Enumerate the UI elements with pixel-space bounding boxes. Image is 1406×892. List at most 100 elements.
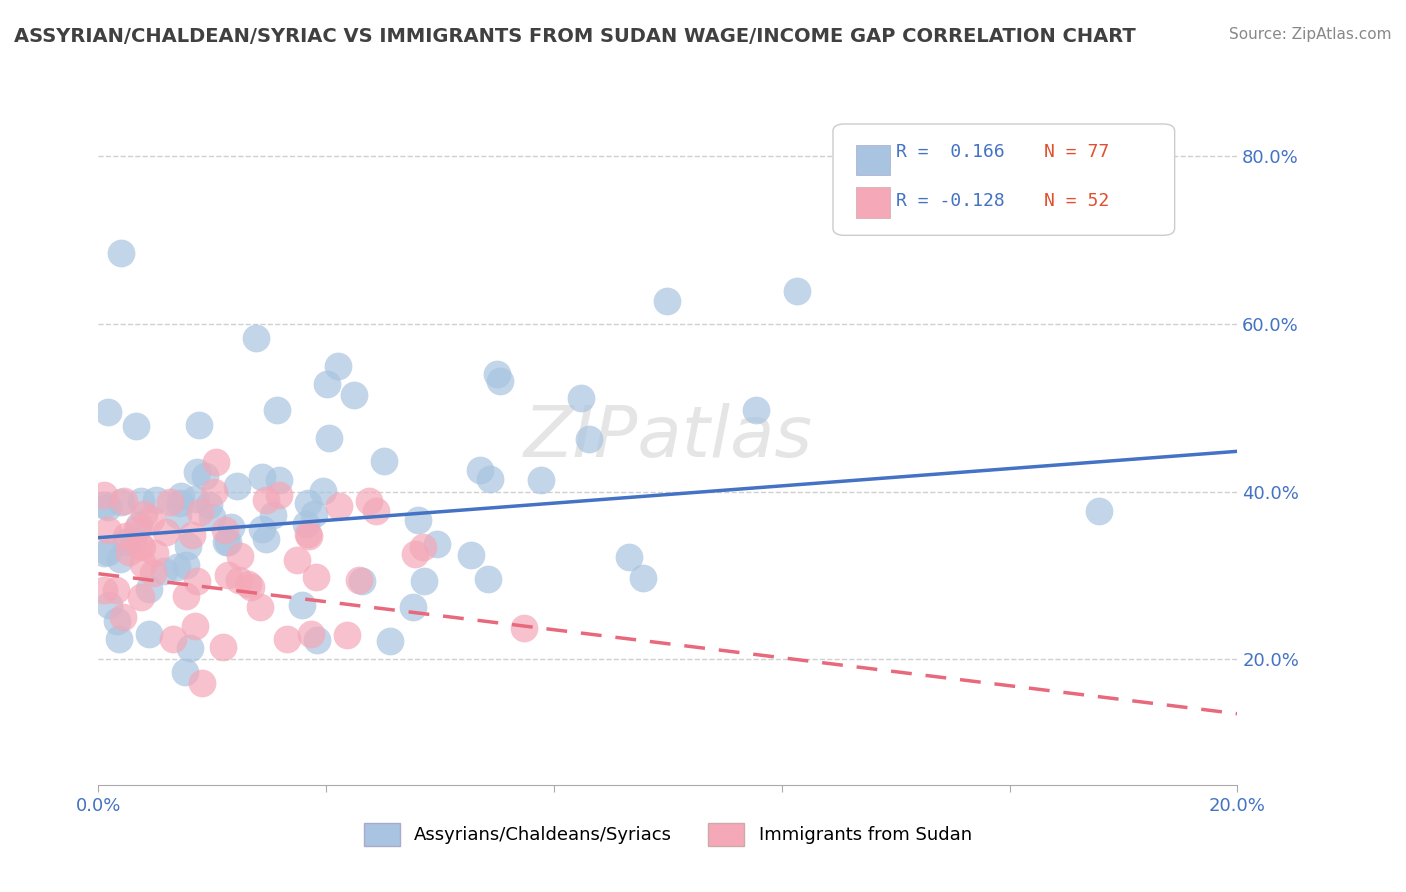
Assyrians/Chaldeans/Syriacs (343, 388, 366, 402)
Assyrians/Chaldeans/Syriacs (169, 496, 191, 510)
Assyrians/Chaldeans/Syriacs (252, 470, 274, 484)
Immigrants from Sudan (111, 610, 134, 624)
Assyrians/Chaldeans/Syriacs (115, 534, 138, 549)
Immigrants from Sudan (204, 485, 226, 500)
Immigrants from Sudan (159, 495, 181, 509)
Assyrians/Chaldeans/Syriacs (373, 454, 395, 468)
Text: R =  0.166: R = 0.166 (896, 143, 1004, 161)
Immigrants from Sudan (132, 507, 155, 521)
Assyrians/Chaldeans/Syriacs (226, 479, 249, 493)
Immigrants from Sudan (184, 619, 207, 633)
Assyrians/Chaldeans/Syriacs (266, 402, 288, 417)
Assyrians/Chaldeans/Syriacs (297, 496, 319, 510)
Assyrians/Chaldeans/Syriacs (316, 376, 339, 391)
Assyrians/Chaldeans/Syriacs (138, 627, 160, 641)
Assyrians/Chaldeans/Syriacs (578, 432, 600, 446)
Assyrians/Chaldeans/Syriacs (307, 632, 329, 647)
Assyrians/Chaldeans/Syriacs (402, 599, 425, 614)
Assyrians/Chaldeans/Syriacs (93, 546, 115, 560)
Immigrants from Sudan (297, 529, 319, 543)
Assyrians/Chaldeans/Syriacs (110, 494, 132, 508)
FancyBboxPatch shape (832, 124, 1174, 235)
Assyrians/Chaldeans/Syriacs (250, 522, 273, 536)
Assyrians/Chaldeans/Syriacs (179, 640, 201, 655)
Assyrians/Chaldeans/Syriacs (262, 508, 284, 522)
Assyrians/Chaldeans/Syriacs (460, 549, 482, 563)
Text: ASSYRIAN/CHALDEAN/SYRIAC VS IMMIGRANTS FROM SUDAN WAGE/INCOME GAP CORRELATION CH: ASSYRIAN/CHALDEAN/SYRIAC VS IMMIGRANTS F… (14, 27, 1136, 45)
Assyrians/Chaldeans/Syriacs (215, 535, 238, 549)
Immigrants from Sudan (112, 494, 135, 508)
Immigrants from Sudan (180, 527, 202, 541)
Immigrants from Sudan (93, 582, 115, 597)
Immigrants from Sudan (336, 628, 359, 642)
Immigrants from Sudan (205, 455, 228, 469)
Immigrants from Sudan (254, 493, 277, 508)
Assyrians/Chaldeans/Syriacs (138, 582, 160, 596)
Assyrians/Chaldeans/Syriacs (98, 598, 121, 612)
Assyrians/Chaldeans/Syriacs (129, 494, 152, 508)
Text: ZIPatlas: ZIPatlas (523, 402, 813, 472)
Assyrians/Chaldeans/Syriacs (633, 571, 655, 585)
Assyrians/Chaldeans/Syriacs (304, 507, 326, 521)
Immigrants from Sudan (297, 527, 319, 541)
Assyrians/Chaldeans/Syriacs (479, 472, 502, 486)
Immigrants from Sudan (191, 675, 214, 690)
Assyrians/Chaldeans/Syriacs (786, 285, 808, 299)
Assyrians/Chaldeans/Syriacs (97, 544, 120, 558)
Immigrants from Sudan (328, 499, 350, 513)
Immigrants from Sudan (240, 580, 263, 594)
Immigrants from Sudan (267, 488, 290, 502)
Immigrants from Sudan (115, 528, 138, 542)
Immigrants from Sudan (404, 547, 426, 561)
Immigrants from Sudan (131, 540, 153, 554)
Immigrants from Sudan (129, 590, 152, 604)
Assyrians/Chaldeans/Syriacs (188, 417, 211, 432)
Assyrians/Chaldeans/Syriacs (745, 403, 768, 417)
Immigrants from Sudan (142, 566, 165, 580)
Assyrians/Chaldeans/Syriacs (194, 469, 217, 483)
Assyrians/Chaldeans/Syriacs (96, 500, 118, 515)
Assyrians/Chaldeans/Syriacs (569, 391, 592, 405)
Immigrants from Sudan (141, 512, 163, 526)
Assyrians/Chaldeans/Syriacs (201, 510, 224, 524)
Assyrians/Chaldeans/Syriacs (485, 368, 508, 382)
Immigrants from Sudan (143, 545, 166, 559)
Text: Source: ZipAtlas.com: Source: ZipAtlas.com (1229, 27, 1392, 42)
Assyrians/Chaldeans/Syriacs (170, 489, 193, 503)
Immigrants from Sudan (132, 558, 155, 572)
Immigrants from Sudan (513, 621, 536, 635)
Immigrants from Sudan (188, 505, 211, 519)
Immigrants from Sudan (276, 632, 298, 647)
Immigrants from Sudan (238, 576, 260, 591)
Assyrians/Chaldeans/Syriacs (198, 499, 221, 513)
Assyrians/Chaldeans/Syriacs (408, 513, 430, 527)
Assyrians/Chaldeans/Syriacs (378, 633, 401, 648)
Assyrians/Chaldeans/Syriacs (311, 484, 333, 499)
Assyrians/Chaldeans/Syriacs (128, 517, 150, 532)
Assyrians/Chaldeans/Syriacs (530, 473, 553, 487)
Immigrants from Sudan (364, 504, 387, 518)
Assyrians/Chaldeans/Syriacs (326, 359, 349, 373)
Assyrians/Chaldeans/Syriacs (413, 574, 436, 588)
Immigrants from Sudan (412, 540, 434, 554)
Assyrians/Chaldeans/Syriacs (657, 293, 679, 308)
Immigrants from Sudan (155, 525, 177, 540)
Immigrants from Sudan (127, 522, 149, 536)
Text: N = 77: N = 77 (1043, 143, 1109, 161)
Immigrants from Sudan (97, 523, 120, 537)
Assyrians/Chaldeans/Syriacs (108, 632, 131, 646)
Assyrians/Chaldeans/Syriacs (110, 245, 132, 260)
Assyrians/Chaldeans/Syriacs (93, 499, 115, 513)
Assyrians/Chaldeans/Syriacs (294, 517, 316, 532)
Immigrants from Sudan (176, 589, 198, 603)
Assyrians/Chaldeans/Syriacs (217, 535, 239, 549)
Immigrants from Sudan (186, 574, 208, 588)
Immigrants from Sudan (228, 573, 250, 587)
Immigrants from Sudan (347, 573, 370, 587)
Assyrians/Chaldeans/Syriacs (186, 465, 208, 479)
Assyrians/Chaldeans/Syriacs (254, 532, 277, 546)
Assyrians/Chaldeans/Syriacs (468, 463, 491, 477)
Immigrants from Sudan (229, 549, 252, 564)
Immigrants from Sudan (299, 627, 322, 641)
Assyrians/Chaldeans/Syriacs (97, 405, 120, 419)
